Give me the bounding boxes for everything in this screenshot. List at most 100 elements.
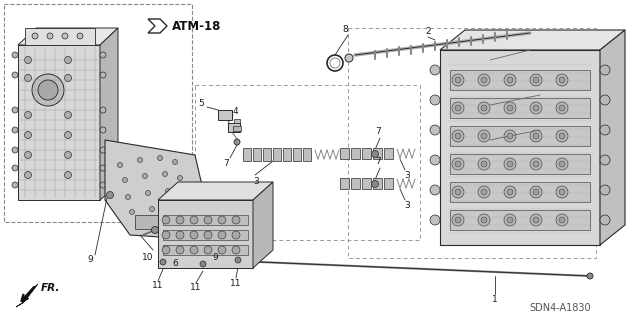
Text: ATM-18: ATM-18 — [172, 19, 221, 33]
Bar — [362, 178, 371, 189]
Circle shape — [559, 217, 565, 223]
Circle shape — [478, 214, 490, 226]
Circle shape — [507, 77, 513, 83]
Circle shape — [24, 112, 31, 118]
Circle shape — [118, 162, 122, 167]
Circle shape — [452, 158, 464, 170]
Circle shape — [430, 65, 440, 75]
Text: 9: 9 — [212, 254, 218, 263]
Text: 9: 9 — [87, 256, 93, 264]
Bar — [303, 148, 311, 161]
Text: 11: 11 — [190, 284, 202, 293]
Circle shape — [152, 226, 159, 234]
Circle shape — [533, 77, 539, 83]
Circle shape — [12, 165, 18, 171]
Text: 8: 8 — [342, 26, 348, 34]
Bar — [293, 148, 301, 161]
Circle shape — [32, 33, 38, 39]
Bar — [450, 182, 590, 202]
Circle shape — [150, 206, 154, 211]
Circle shape — [100, 147, 106, 153]
Circle shape — [533, 105, 539, 111]
Circle shape — [556, 74, 568, 86]
Text: 4: 4 — [232, 107, 238, 115]
Text: 11: 11 — [230, 278, 242, 287]
Text: 7: 7 — [375, 128, 381, 137]
Circle shape — [559, 77, 565, 83]
Circle shape — [100, 127, 106, 133]
Circle shape — [65, 56, 72, 63]
Circle shape — [559, 105, 565, 111]
Circle shape — [138, 158, 143, 162]
Circle shape — [600, 215, 610, 225]
Circle shape — [371, 181, 378, 188]
Text: 7: 7 — [223, 159, 229, 167]
Text: 1: 1 — [492, 295, 498, 305]
Circle shape — [481, 189, 487, 195]
Circle shape — [12, 147, 18, 153]
Bar — [253, 148, 261, 161]
Circle shape — [600, 65, 610, 75]
Polygon shape — [440, 30, 625, 50]
Circle shape — [218, 231, 226, 239]
Bar — [340, 178, 349, 189]
Polygon shape — [18, 28, 118, 45]
Circle shape — [530, 186, 542, 198]
Circle shape — [504, 214, 516, 226]
Bar — [163, 245, 248, 255]
Bar — [135, 215, 160, 229]
Circle shape — [162, 246, 170, 254]
Bar — [283, 148, 291, 161]
Bar — [373, 178, 382, 189]
Circle shape — [530, 214, 542, 226]
Circle shape — [235, 257, 241, 263]
Polygon shape — [440, 50, 600, 245]
Circle shape — [600, 125, 610, 135]
Circle shape — [556, 158, 568, 170]
Circle shape — [452, 102, 464, 114]
Circle shape — [65, 75, 72, 81]
Circle shape — [190, 246, 198, 254]
Circle shape — [162, 231, 170, 239]
Bar — [218, 110, 232, 120]
Bar — [233, 126, 241, 131]
Circle shape — [204, 216, 212, 224]
Bar — [450, 210, 590, 230]
Circle shape — [600, 155, 610, 165]
Circle shape — [452, 214, 464, 226]
Circle shape — [481, 161, 487, 167]
Circle shape — [100, 72, 106, 78]
Bar — [234, 119, 240, 123]
Text: 11: 11 — [152, 281, 164, 291]
Bar — [163, 230, 248, 240]
Circle shape — [455, 105, 461, 111]
Circle shape — [24, 131, 31, 138]
Circle shape — [204, 231, 212, 239]
Circle shape — [234, 139, 240, 145]
Circle shape — [504, 102, 516, 114]
Bar — [351, 148, 360, 159]
Circle shape — [455, 161, 461, 167]
Circle shape — [122, 177, 127, 182]
Circle shape — [24, 56, 31, 63]
Circle shape — [530, 158, 542, 170]
Circle shape — [455, 189, 461, 195]
Circle shape — [125, 195, 131, 199]
Circle shape — [430, 215, 440, 225]
Circle shape — [100, 52, 106, 58]
Circle shape — [176, 246, 184, 254]
Circle shape — [218, 216, 226, 224]
Circle shape — [129, 210, 134, 214]
Circle shape — [160, 259, 166, 265]
Circle shape — [507, 217, 513, 223]
Circle shape — [24, 75, 31, 81]
Bar — [384, 178, 393, 189]
Circle shape — [430, 155, 440, 165]
Circle shape — [559, 189, 565, 195]
Circle shape — [162, 216, 170, 224]
Circle shape — [371, 151, 378, 158]
Circle shape — [200, 261, 206, 267]
Circle shape — [157, 155, 163, 160]
Circle shape — [533, 217, 539, 223]
Text: 6: 6 — [172, 259, 178, 269]
